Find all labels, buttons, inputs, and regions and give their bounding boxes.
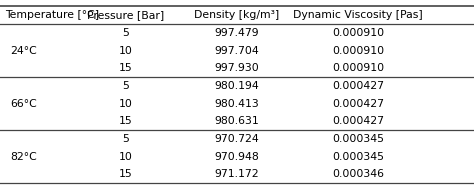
Text: 0.000910: 0.000910 [332,46,384,56]
Text: Dynamic Viscosity [Pas]: Dynamic Viscosity [Pas] [293,10,423,20]
Text: 0.000345: 0.000345 [332,134,384,144]
Text: 10: 10 [118,99,133,109]
Text: 980.413: 980.413 [215,99,259,109]
Text: 997.479: 997.479 [215,28,259,38]
Text: Density [kg/m³]: Density [kg/m³] [194,10,280,20]
Text: 0.000345: 0.000345 [332,152,384,162]
Text: 971.172: 971.172 [215,169,259,179]
Text: 980.194: 980.194 [215,81,259,91]
Text: 0.000346: 0.000346 [332,169,384,179]
Text: 0.000910: 0.000910 [332,63,384,73]
Text: 0.000427: 0.000427 [332,81,384,91]
Text: 0.000427: 0.000427 [332,99,384,109]
Text: 997.704: 997.704 [215,46,259,56]
Text: 10: 10 [118,46,133,56]
Text: Temperature [°C]: Temperature [°C] [5,10,99,20]
Text: 0.000910: 0.000910 [332,28,384,38]
Text: 10: 10 [118,152,133,162]
Text: 15: 15 [118,63,133,73]
Text: Pressure [Bar]: Pressure [Bar] [87,10,164,20]
Text: 24°C: 24°C [10,46,37,56]
Text: 66°C: 66°C [10,99,37,109]
Text: 5: 5 [122,28,129,38]
Text: 5: 5 [122,134,129,144]
Text: 15: 15 [118,169,133,179]
Text: 970.724: 970.724 [215,134,259,144]
Text: 997.930: 997.930 [215,63,259,73]
Text: 980.631: 980.631 [215,116,259,126]
Text: 15: 15 [118,116,133,126]
Text: 0.000427: 0.000427 [332,116,384,126]
Text: 970.948: 970.948 [215,152,259,162]
Text: 5: 5 [122,81,129,91]
Text: 82°C: 82°C [10,152,37,162]
